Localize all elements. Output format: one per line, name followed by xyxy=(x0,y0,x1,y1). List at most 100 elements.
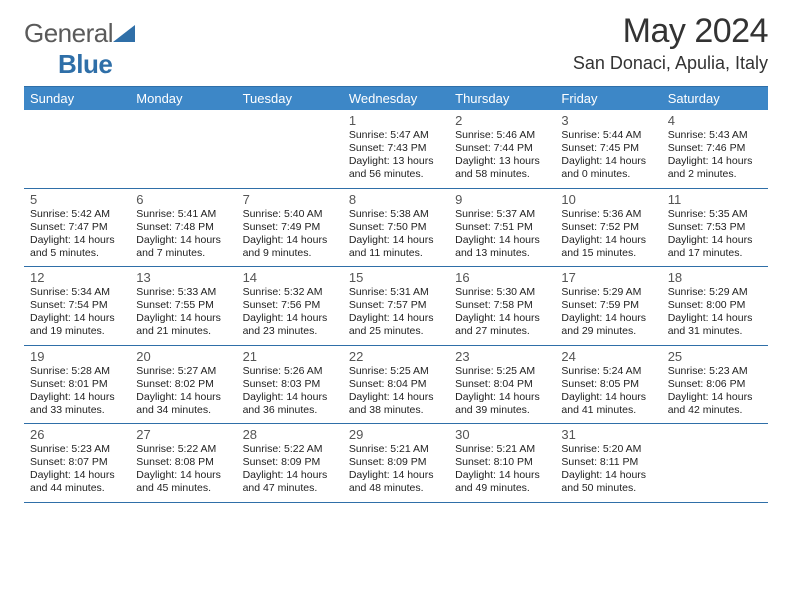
day-info: Sunrise: 5:32 AMSunset: 7:56 PMDaylight:… xyxy=(243,286,337,339)
daylight-text: Daylight: 13 hours and 56 minutes. xyxy=(349,155,443,181)
calendar-day-cell: 18Sunrise: 5:29 AMSunset: 8:00 PMDayligh… xyxy=(662,267,768,346)
day-info: Sunrise: 5:22 AMSunset: 8:09 PMDaylight:… xyxy=(243,443,337,496)
day-info: Sunrise: 5:47 AMSunset: 7:43 PMDaylight:… xyxy=(349,129,443,182)
sunset-text: Sunset: 7:58 PM xyxy=(455,299,549,312)
calendar-day-cell: 16Sunrise: 5:30 AMSunset: 7:58 PMDayligh… xyxy=(449,267,555,346)
calendar-week-row: 19Sunrise: 5:28 AMSunset: 8:01 PMDayligh… xyxy=(24,345,768,424)
day-header: Tuesday xyxy=(237,87,343,110)
day-number: 5 xyxy=(30,192,124,207)
location: San Donaci, Apulia, Italy xyxy=(573,53,768,74)
sunrise-text: Sunrise: 5:30 AM xyxy=(455,286,549,299)
daylight-text: Daylight: 14 hours and 21 minutes. xyxy=(136,312,230,338)
day-number: 24 xyxy=(561,349,655,364)
sunrise-text: Sunrise: 5:34 AM xyxy=(30,286,124,299)
day-info: Sunrise: 5:27 AMSunset: 8:02 PMDaylight:… xyxy=(136,365,230,418)
sunrise-text: Sunrise: 5:47 AM xyxy=(349,129,443,142)
sunrise-text: Sunrise: 5:24 AM xyxy=(561,365,655,378)
calendar-body: 1Sunrise: 5:47 AMSunset: 7:43 PMDaylight… xyxy=(24,110,768,502)
sunset-text: Sunset: 8:09 PM xyxy=(243,456,337,469)
daylight-text: Daylight: 14 hours and 33 minutes. xyxy=(30,391,124,417)
sunset-text: Sunset: 7:49 PM xyxy=(243,221,337,234)
sunset-text: Sunset: 7:54 PM xyxy=(30,299,124,312)
day-number: 20 xyxy=(136,349,230,364)
day-header: Friday xyxy=(555,87,661,110)
day-number: 6 xyxy=(136,192,230,207)
daylight-text: Daylight: 14 hours and 42 minutes. xyxy=(668,391,762,417)
calendar-day-cell: 5Sunrise: 5:42 AMSunset: 7:47 PMDaylight… xyxy=(24,188,130,267)
sunset-text: Sunset: 7:59 PM xyxy=(561,299,655,312)
calendar-day-cell: 8Sunrise: 5:38 AMSunset: 7:50 PMDaylight… xyxy=(343,188,449,267)
day-number: 25 xyxy=(668,349,762,364)
day-number: 18 xyxy=(668,270,762,285)
calendar-week-row: 26Sunrise: 5:23 AMSunset: 8:07 PMDayligh… xyxy=(24,424,768,503)
daylight-text: Daylight: 14 hours and 48 minutes. xyxy=(349,469,443,495)
day-info: Sunrise: 5:40 AMSunset: 7:49 PMDaylight:… xyxy=(243,208,337,261)
sunrise-text: Sunrise: 5:46 AM xyxy=(455,129,549,142)
sunset-text: Sunset: 8:03 PM xyxy=(243,378,337,391)
day-number: 1 xyxy=(349,113,443,128)
calendar-week-row: 5Sunrise: 5:42 AMSunset: 7:47 PMDaylight… xyxy=(24,188,768,267)
daylight-text: Daylight: 14 hours and 36 minutes. xyxy=(243,391,337,417)
calendar-day-cell: 3Sunrise: 5:44 AMSunset: 7:45 PMDaylight… xyxy=(555,110,661,188)
sunset-text: Sunset: 8:01 PM xyxy=(30,378,124,391)
sunrise-text: Sunrise: 5:27 AM xyxy=(136,365,230,378)
sunrise-text: Sunrise: 5:43 AM xyxy=(668,129,762,142)
day-number: 28 xyxy=(243,427,337,442)
day-number: 14 xyxy=(243,270,337,285)
day-info: Sunrise: 5:46 AMSunset: 7:44 PMDaylight:… xyxy=(455,129,549,182)
daylight-text: Daylight: 14 hours and 38 minutes. xyxy=(349,391,443,417)
sunrise-text: Sunrise: 5:23 AM xyxy=(668,365,762,378)
daylight-text: Daylight: 14 hours and 11 minutes. xyxy=(349,234,443,260)
calendar-day-cell: 7Sunrise: 5:40 AMSunset: 7:49 PMDaylight… xyxy=(237,188,343,267)
sunset-text: Sunset: 8:00 PM xyxy=(668,299,762,312)
sunset-text: Sunset: 7:57 PM xyxy=(349,299,443,312)
sunset-text: Sunset: 8:05 PM xyxy=(561,378,655,391)
calendar-day-cell: 31Sunrise: 5:20 AMSunset: 8:11 PMDayligh… xyxy=(555,424,661,503)
daylight-text: Daylight: 14 hours and 50 minutes. xyxy=(561,469,655,495)
sunset-text: Sunset: 7:51 PM xyxy=(455,221,549,234)
sunset-text: Sunset: 7:55 PM xyxy=(136,299,230,312)
sunrise-text: Sunrise: 5:29 AM xyxy=(668,286,762,299)
day-number: 17 xyxy=(561,270,655,285)
calendar-day-cell: 20Sunrise: 5:27 AMSunset: 8:02 PMDayligh… xyxy=(130,345,236,424)
day-number: 9 xyxy=(455,192,549,207)
daylight-text: Daylight: 14 hours and 45 minutes. xyxy=(136,469,230,495)
sunrise-text: Sunrise: 5:41 AM xyxy=(136,208,230,221)
day-number: 19 xyxy=(30,349,124,364)
calendar-day-cell: 25Sunrise: 5:23 AMSunset: 8:06 PMDayligh… xyxy=(662,345,768,424)
sunset-text: Sunset: 7:46 PM xyxy=(668,142,762,155)
day-info: Sunrise: 5:38 AMSunset: 7:50 PMDaylight:… xyxy=(349,208,443,261)
daylight-text: Daylight: 14 hours and 25 minutes. xyxy=(349,312,443,338)
day-number: 10 xyxy=(561,192,655,207)
sunrise-text: Sunrise: 5:25 AM xyxy=(349,365,443,378)
day-number: 23 xyxy=(455,349,549,364)
logo-word-2: Blue xyxy=(58,49,112,79)
calendar-day-cell: 4Sunrise: 5:43 AMSunset: 7:46 PMDaylight… xyxy=(662,110,768,188)
day-number: 4 xyxy=(668,113,762,128)
day-number: 11 xyxy=(668,192,762,207)
day-info: Sunrise: 5:31 AMSunset: 7:57 PMDaylight:… xyxy=(349,286,443,339)
sunrise-text: Sunrise: 5:35 AM xyxy=(668,208,762,221)
sunset-text: Sunset: 7:45 PM xyxy=(561,142,655,155)
sunrise-text: Sunrise: 5:20 AM xyxy=(561,443,655,456)
day-number: 13 xyxy=(136,270,230,285)
day-info: Sunrise: 5:37 AMSunset: 7:51 PMDaylight:… xyxy=(455,208,549,261)
day-info: Sunrise: 5:24 AMSunset: 8:05 PMDaylight:… xyxy=(561,365,655,418)
sunset-text: Sunset: 8:02 PM xyxy=(136,378,230,391)
logo-word-1: General xyxy=(24,18,113,48)
daylight-text: Daylight: 14 hours and 49 minutes. xyxy=(455,469,549,495)
sunset-text: Sunset: 7:44 PM xyxy=(455,142,549,155)
sunset-text: Sunset: 8:08 PM xyxy=(136,456,230,469)
sunrise-text: Sunrise: 5:25 AM xyxy=(455,365,549,378)
daylight-text: Daylight: 14 hours and 17 minutes. xyxy=(668,234,762,260)
sunset-text: Sunset: 7:56 PM xyxy=(243,299,337,312)
daylight-text: Daylight: 13 hours and 58 minutes. xyxy=(455,155,549,181)
sunset-text: Sunset: 8:11 PM xyxy=(561,456,655,469)
sunrise-text: Sunrise: 5:31 AM xyxy=(349,286,443,299)
calendar-page: General Blue May 2024 San Donaci, Apulia… xyxy=(0,0,792,503)
day-header: Sunday xyxy=(24,87,130,110)
sunset-text: Sunset: 7:52 PM xyxy=(561,221,655,234)
day-number: 22 xyxy=(349,349,443,364)
day-header: Saturday xyxy=(662,87,768,110)
title-block: May 2024 San Donaci, Apulia, Italy xyxy=(573,12,768,74)
